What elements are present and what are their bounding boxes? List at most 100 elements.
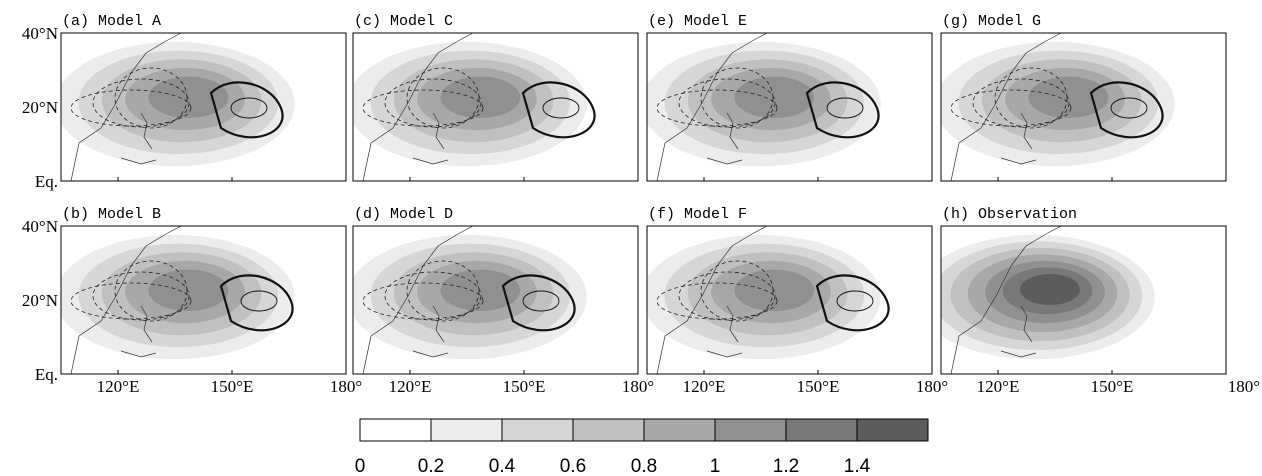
dashed-contour xyxy=(384,271,482,321)
thick-contour xyxy=(805,81,880,139)
coastline xyxy=(362,226,474,374)
dashed-contour xyxy=(92,78,190,128)
shading xyxy=(148,76,229,119)
colorbar-label: 0.8 xyxy=(631,456,657,476)
colorbar-segment xyxy=(501,418,574,442)
coastline xyxy=(950,226,1062,374)
thick-contour xyxy=(219,274,294,332)
thin-contour xyxy=(1110,97,1148,119)
panel-title: (d) Model D xyxy=(354,206,453,223)
x-label: 180° xyxy=(1228,377,1260,396)
coastline xyxy=(706,305,743,358)
y-label: 40°N xyxy=(22,217,58,236)
thin-contour xyxy=(826,97,864,119)
x-label: 150°E xyxy=(211,377,254,396)
dashed-contour xyxy=(678,78,776,128)
dashed-contour xyxy=(406,260,480,322)
coastline xyxy=(656,33,768,181)
dashed-contour xyxy=(656,89,778,127)
panel-title: (b) Model B xyxy=(62,206,161,223)
shading xyxy=(1028,76,1109,119)
dashed-contour xyxy=(656,282,778,320)
colorbar-segment xyxy=(359,418,432,442)
dashed-contour xyxy=(700,67,774,129)
shading xyxy=(734,76,815,119)
y-label: Eq. xyxy=(35,365,58,384)
shading xyxy=(440,76,521,119)
map-panel xyxy=(647,226,890,374)
x-label: 120°E xyxy=(683,377,726,396)
y-label: 20°N xyxy=(22,98,58,117)
coastline xyxy=(656,226,768,374)
x-label: 180° xyxy=(916,377,948,396)
dashed-contour xyxy=(406,67,480,129)
panel-frame xyxy=(60,32,347,182)
colorbar-label: 0.4 xyxy=(489,456,516,476)
x-label: 150°E xyxy=(503,377,546,396)
x-label: 150°E xyxy=(797,377,840,396)
map-panel xyxy=(61,33,295,181)
colorbar-segment xyxy=(856,418,929,442)
panel-frame xyxy=(60,225,347,375)
x-label: 120°E xyxy=(389,377,432,396)
shading xyxy=(440,269,521,312)
panel-frame xyxy=(646,225,933,375)
dashed-contour xyxy=(92,271,190,321)
coastline xyxy=(120,305,157,358)
coastline xyxy=(120,112,157,165)
y-label: Eq. xyxy=(35,172,58,191)
dashed-contour xyxy=(972,78,1070,128)
coastline xyxy=(1000,305,1037,358)
map-panel xyxy=(941,226,1155,374)
coastline xyxy=(412,112,449,165)
colorbar-segment xyxy=(430,418,503,442)
colorbar-label: 0.2 xyxy=(418,456,444,476)
thin-contour xyxy=(836,290,874,312)
coastline xyxy=(412,305,449,358)
panel-title: (c) Model C xyxy=(354,13,453,30)
shading xyxy=(734,269,815,312)
thin-contour xyxy=(542,97,580,119)
thin-contour xyxy=(522,290,560,312)
dashed-contour xyxy=(678,271,776,321)
coastline xyxy=(362,33,474,181)
coastline xyxy=(706,112,743,165)
colorbar-label: 1.4 xyxy=(844,456,871,476)
x-label: 180° xyxy=(622,377,654,396)
dashed-contour xyxy=(70,282,192,320)
dashed-contour xyxy=(994,67,1068,129)
colorbar-label: 0 xyxy=(355,456,366,476)
map-panel xyxy=(647,33,881,181)
dashed-contour xyxy=(362,282,484,320)
colorbar-label: 1 xyxy=(710,456,721,476)
dashed-contour xyxy=(384,78,482,128)
map-panel xyxy=(353,226,587,374)
colorbar-segment xyxy=(572,418,645,442)
coastline xyxy=(70,226,182,374)
coastline xyxy=(1000,112,1037,165)
panel-frame xyxy=(940,225,1227,375)
panel-frame xyxy=(352,225,639,375)
thin-contour xyxy=(240,290,278,312)
coastline xyxy=(950,33,1062,181)
dashed-contour xyxy=(950,89,1072,127)
panel-title: (h) Observation xyxy=(942,206,1077,223)
thick-contour xyxy=(501,274,576,332)
shading xyxy=(148,269,229,312)
y-label: 20°N xyxy=(22,291,58,310)
colorbar-segment xyxy=(714,418,787,442)
dashed-contour xyxy=(362,89,484,127)
map-panel xyxy=(941,33,1175,181)
thick-contour xyxy=(209,81,284,139)
dashed-contour xyxy=(70,89,192,127)
map-panel xyxy=(61,226,295,374)
x-label: 120°E xyxy=(977,377,1020,396)
thin-contour xyxy=(230,97,268,119)
colorbar-segment xyxy=(643,418,716,442)
dashed-contour xyxy=(114,260,188,322)
shading xyxy=(1020,274,1080,306)
x-label: 180° xyxy=(330,377,362,396)
coastline xyxy=(70,33,182,181)
panel-title: (a) Model A xyxy=(62,13,161,30)
